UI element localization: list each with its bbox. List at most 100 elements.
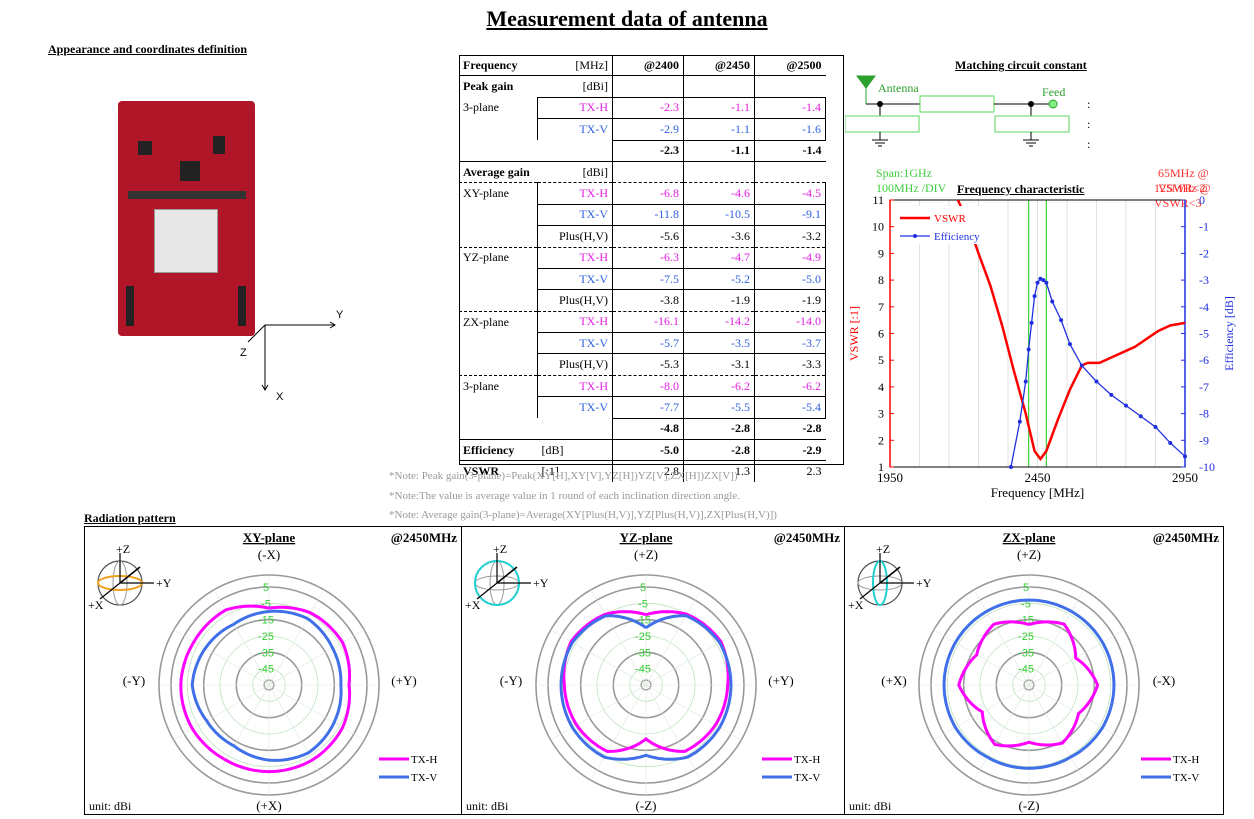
ring-label: -25 <box>1018 631 1034 643</box>
device-photo <box>118 101 255 336</box>
table-row: Frequency [MHz] @2400 @2450 @2500 <box>459 55 826 76</box>
panel-title: XY-plane <box>243 530 295 545</box>
plane-label <box>459 226 538 247</box>
sphere-label-z: +Z <box>876 542 890 556</box>
coordinate-axes: Y Z X <box>240 310 344 403</box>
table-row: Plus(H,V) -5.6 -3.6 -3.2 <box>459 225 826 248</box>
peak-gain-label: Peak gain <box>463 79 514 94</box>
table-cell <box>683 75 755 98</box>
tx-h-pattern <box>179 604 352 774</box>
shunt-component-1 <box>845 115 920 133</box>
y2-tick-label: -6 <box>1199 353 1209 367</box>
plane-label: 3-plane <box>463 100 499 115</box>
pol-label: Plus(H,V) <box>537 353 613 376</box>
header-2400: @2400 <box>612 55 684 76</box>
y2-tick-label: -8 <box>1199 407 1209 421</box>
value-cell: -6.2 <box>683 374 755 397</box>
ring-label: 5 <box>1023 582 1029 594</box>
avg-gain-label: Average gain <box>463 164 530 179</box>
value-cell: -10.5 <box>683 203 755 226</box>
value-cell: -6.8 <box>612 182 684 205</box>
value-cell: -5.2 <box>683 267 755 290</box>
legend-h-label: TX-H <box>1173 754 1199 766</box>
legend-eff-marker <box>913 234 917 238</box>
ring-label: -35 <box>1018 647 1034 659</box>
header-2450: @2450 <box>683 55 755 76</box>
value-cell: -2.3 <box>612 96 684 119</box>
table-row: TX-V -7.7 -5.5 -5.4 <box>459 396 826 419</box>
efficiency-point <box>1017 419 1022 424</box>
unit-label: unit: dBi <box>89 799 132 813</box>
grid-spoke <box>590 589 647 686</box>
grid-spoke <box>933 629 1030 686</box>
grid-spoke <box>645 684 742 741</box>
radiation-heading: Radiation pattern <box>84 511 176 525</box>
vswr-unit: [:1] <box>537 460 613 482</box>
bandwidth-vswr2: 65MHz @ VSWR<2 <box>1158 166 1209 195</box>
ring-label: -5 <box>638 598 648 610</box>
ring-label: -35 <box>635 647 651 659</box>
grid-spoke <box>1028 684 1085 781</box>
direction-top: (+Z) <box>1017 547 1041 562</box>
pol-label: TX-H <box>537 310 613 333</box>
table-row: -4.8 -2.8 -2.8 <box>459 417 826 440</box>
axis-y-label: Y <box>336 310 344 321</box>
yz-plane-panel: YZ-plane @2450MHz (+Z) (-Z) (-Y) (+Y) unit: dB… <box>461 526 845 815</box>
value-cell: -5.5 <box>683 396 755 419</box>
legend-h-label: TX-H <box>411 754 437 766</box>
value-cell: -3.3 <box>754 353 826 376</box>
axis-z-label: Z <box>240 347 247 359</box>
colon-3: : <box>1087 137 1090 150</box>
vswr-line <box>956 200 1185 462</box>
value-cell: -3.1 <box>683 353 755 376</box>
table-row: VSWR [:1] 2.8 1.3 2.3 <box>459 460 826 482</box>
pol-label: Plus(H,V) <box>537 225 613 248</box>
value-cell: -5.7 <box>612 332 684 354</box>
table-cell <box>755 161 826 182</box>
y2-tick-label: -5 <box>1199 327 1209 341</box>
y2-tick-label: -7 <box>1199 380 1209 394</box>
table-row: 3-plane TX-H -8.0 -6.2 -6.2 <box>459 374 826 397</box>
grid-spoke <box>1028 589 1085 686</box>
total-cell: -1.1 <box>683 139 755 162</box>
div-label: 100MHz /DIV <box>876 181 947 195</box>
plane-label: 3-plane <box>459 374 538 397</box>
value-cell: -3.2 <box>754 225 826 248</box>
panel-title: ZX-plane <box>1003 530 1056 545</box>
panel-frequency: @2450MHz <box>1153 530 1219 545</box>
y-tick-label: 11 <box>872 193 884 207</box>
plane-label <box>459 333 538 354</box>
tx-v-pattern <box>559 614 733 761</box>
y-tick-label: 7 <box>878 300 884 314</box>
table-cell <box>683 161 755 183</box>
polar-chart-1: YZ-plane @2450MHz (+Z) (-Z) (-Y) (+Y) unit: dB… <box>465 530 840 813</box>
y2-tick-label: -2 <box>1199 246 1209 260</box>
sphere-label-y: +Y <box>916 576 932 590</box>
ring-label: -25 <box>635 631 651 643</box>
note-1: *Note: Peak gain(3-plane)=Peak(XY[H],XY[… <box>389 470 738 482</box>
efficiency-point <box>1026 347 1031 352</box>
sphere-label-x: +X <box>848 598 864 612</box>
plane-label: XY-plane <box>459 182 538 205</box>
pol-label: TX-H <box>537 374 613 397</box>
value-cell: -3.5 <box>683 332 755 354</box>
direction-arrow <box>879 566 901 584</box>
pol-label: TX-V <box>537 396 613 419</box>
value-cell: -14.2 <box>683 310 755 333</box>
y-tick-label: 9 <box>878 246 884 260</box>
value-cell: -16.1 <box>612 310 684 333</box>
plane-label <box>459 119 538 140</box>
x-axis <box>859 582 881 600</box>
grid-spoke <box>550 684 647 741</box>
table-row: TX-V -7.5 -5.2 -5.0 <box>459 267 826 290</box>
grid-spoke <box>645 684 702 781</box>
grid-spoke <box>173 684 270 741</box>
antenna-label: Antenna <box>878 81 919 95</box>
efficiency-point <box>1124 403 1128 408</box>
tx-h-pattern <box>957 620 1100 748</box>
ring-label: 5 <box>640 582 646 594</box>
direction-left: (+X) <box>881 673 906 688</box>
panel-frequency: @2450MHz <box>391 530 457 545</box>
matching-heading: Matching circuit constant <box>955 58 1087 72</box>
legend-v-label: TX-V <box>411 772 437 784</box>
